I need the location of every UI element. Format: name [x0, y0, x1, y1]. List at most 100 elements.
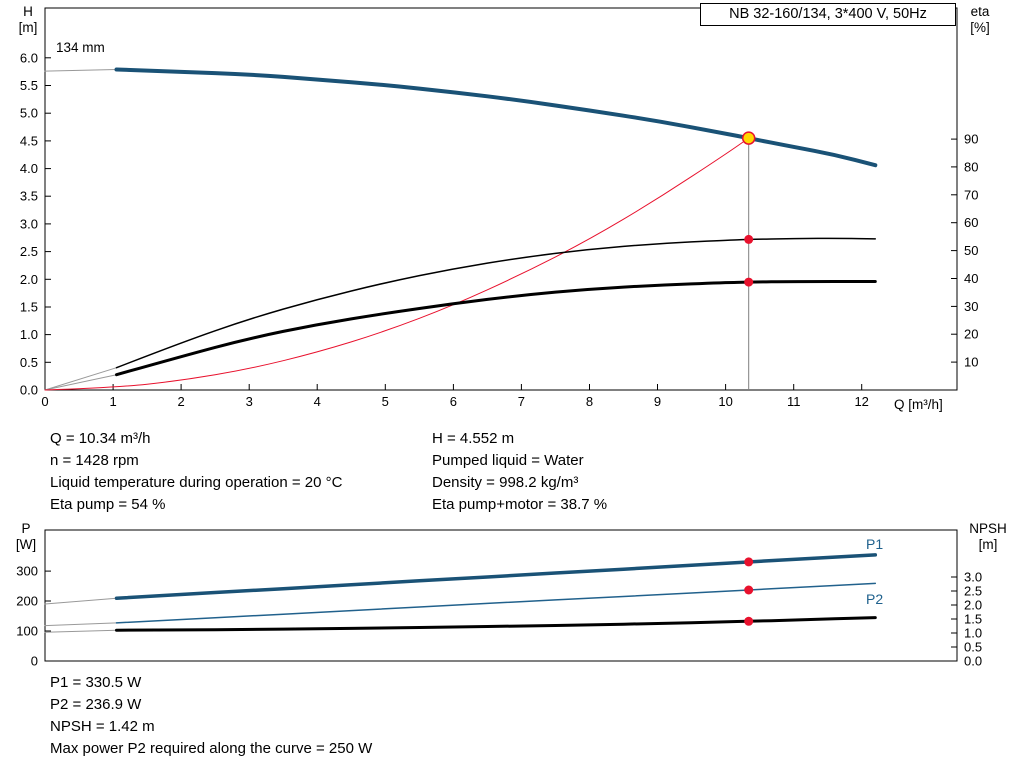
- q-axis-title: Q [m³/h]: [894, 397, 943, 412]
- y-right-tick-label: 10: [964, 355, 978, 370]
- y-right-tick-label: 40: [964, 271, 978, 286]
- info-liquid-temp: Liquid temperature during operation = 20…: [50, 474, 343, 491]
- lead-line-npsh: [44, 629, 117, 633]
- p2-curve-label: P2: [866, 591, 884, 607]
- info-speed: n = 1428 rpm: [50, 452, 139, 469]
- y-left-tick-label: 2.5: [20, 244, 38, 259]
- system-curve: [44, 137, 750, 391]
- y-right-tick-label: 0.0: [964, 654, 982, 669]
- npsh-point: [744, 616, 754, 626]
- pump-title-box: NB 32-160/134, 3*400 V, 50Hz: [700, 3, 956, 26]
- h-axis-unit: [m]: [18, 20, 38, 35]
- pump-curve-134mm: [114, 67, 878, 168]
- eta-pump-curve: [115, 237, 877, 369]
- y-right-tick-label: 30: [964, 299, 978, 314]
- npsh-curve: [115, 616, 877, 632]
- eta-pump-motor-curve: [115, 280, 877, 377]
- p1-curve: [114, 553, 878, 601]
- y-left-tick-label: 100: [16, 624, 38, 639]
- y-right-tick-label: 50: [964, 243, 978, 258]
- y-right-tick-label: 0.5: [964, 640, 982, 655]
- plot-frame: [44, 7, 958, 391]
- duty-point-marker: [741, 131, 756, 145]
- info-p2: P2 = 236.9 W: [50, 696, 142, 713]
- power-npsh-chart: 0 100 200 300 0.00.51.01.52.02.53.0: [16, 529, 982, 669]
- info-pumped-liquid: Pumped liquid = Water: [432, 452, 584, 469]
- x-tick-label: 0: [41, 394, 48, 409]
- y-left-tick-label: 4.5: [20, 133, 38, 148]
- x-tick-label: 12: [854, 394, 868, 409]
- impeller-diameter-label: 134 mm: [56, 40, 105, 55]
- eta-axis-unit: [%]: [970, 20, 990, 35]
- y-left-tick-label: 0: [31, 654, 38, 669]
- y-right-tick-label: 2.5: [964, 584, 982, 599]
- y-right-tick-label: 90: [964, 132, 978, 147]
- x-tick-label: 3: [246, 394, 253, 409]
- lead-line-p1: [44, 597, 117, 605]
- p2-curve: [115, 582, 877, 624]
- y-left-tick-label: 0.5: [20, 355, 38, 370]
- x-tick-label: 5: [382, 394, 389, 409]
- h-axis-symbol: H: [23, 4, 33, 19]
- info-max-power: Max power P2 required along the curve = …: [50, 740, 373, 757]
- info-q: Q = 10.34 m³/h: [50, 430, 151, 447]
- p-axis-symbol: P: [21, 521, 31, 536]
- y-left-tick-label: 1.5: [20, 300, 38, 315]
- x-tick-label: 9: [654, 394, 661, 409]
- h-axis-title: H [m]: [10, 4, 46, 36]
- x-tick-label: 8: [586, 394, 593, 409]
- x-tick-label: 6: [450, 394, 457, 409]
- y-right-tick-label: 2.0: [964, 598, 982, 613]
- y-right-tick-label: 60: [964, 215, 978, 230]
- y-right-tick-label: 20: [964, 327, 978, 342]
- x-tick-label: 2: [177, 394, 184, 409]
- x-tick-label: 4: [314, 394, 321, 409]
- p-axis-title: P [W]: [6, 521, 46, 553]
- y-left-tick-label: 5.0: [20, 106, 38, 121]
- x-tick-label: 11: [787, 394, 801, 409]
- y-left-tick-label: 0.0: [20, 383, 38, 398]
- p1-curve-label: P1: [866, 536, 884, 552]
- y-left-tick-label: 1.0: [20, 327, 38, 342]
- info-eta-pump: Eta pump = 54 %: [50, 496, 166, 513]
- info-npsh: NPSH = 1.42 m: [50, 718, 155, 735]
- plot-frame: [44, 529, 958, 662]
- npsh-axis-symbol: NPSH: [969, 521, 1007, 536]
- y-left-tick-label: 3.5: [20, 189, 38, 204]
- eta-axis-title: eta [%]: [958, 4, 1002, 36]
- y-right-tick-label: 80: [964, 159, 978, 174]
- lead-line-eta-motor: [44, 374, 117, 391]
- x-tick-label: 1: [109, 394, 116, 409]
- eta-motor-point: [744, 277, 754, 287]
- power-info: P1 = 330.5 W P2 = 236.9 W NPSH = 1.42 m …: [50, 672, 372, 760]
- p-axis-unit: [W]: [15, 537, 37, 552]
- p2-point: [744, 585, 754, 595]
- eta-pump-point: [744, 234, 754, 244]
- info-head: H = 4.552 m: [432, 430, 515, 447]
- lead-line-pump: [44, 69, 117, 72]
- y-left-tick-label: 2.0: [20, 272, 38, 287]
- info-density: Density = 998.2 kg/m³: [432, 474, 579, 491]
- duty-info-right: H = 4.552 m Pumped liquid = Water Densit…: [432, 428, 607, 516]
- info-eta-pump-motor: Eta pump+motor = 38.7 %: [432, 496, 608, 513]
- npsh-axis-unit: [m]: [978, 537, 998, 552]
- qh-eta-chart: 0 1 2 3 4 5 6 7 8 9 10 11 120.00.51.01.52.02.53.03.5…: [20, 7, 978, 409]
- info-p1: P1 = 330.5 W: [50, 674, 142, 691]
- y-left-tick-label: 5.5: [20, 78, 38, 93]
- y-left-tick-label: 6.0: [20, 50, 38, 65]
- eta-axis-symbol: eta: [970, 4, 990, 19]
- x-tick-label: 10: [718, 394, 732, 409]
- y-right-tick-label: 3.0: [964, 570, 982, 585]
- x-tick-label: 7: [518, 394, 525, 409]
- y-left-tick-label: 300: [16, 564, 38, 579]
- y-left-tick-label: 3.0: [20, 216, 38, 231]
- y-right-tick-label: 70: [964, 187, 978, 202]
- lead-line-eta-pump: [44, 367, 117, 391]
- p1-point: [744, 557, 754, 567]
- duty-info-left: Q = 10.34 m³/h n = 1428 rpm Liquid tempe…: [50, 428, 342, 516]
- y-left-tick-label: 4.0: [20, 161, 38, 176]
- y-right-tick-label: 1.5: [964, 612, 982, 627]
- lead-line-p2: [44, 622, 117, 627]
- y-left-tick-label: 200: [16, 594, 38, 609]
